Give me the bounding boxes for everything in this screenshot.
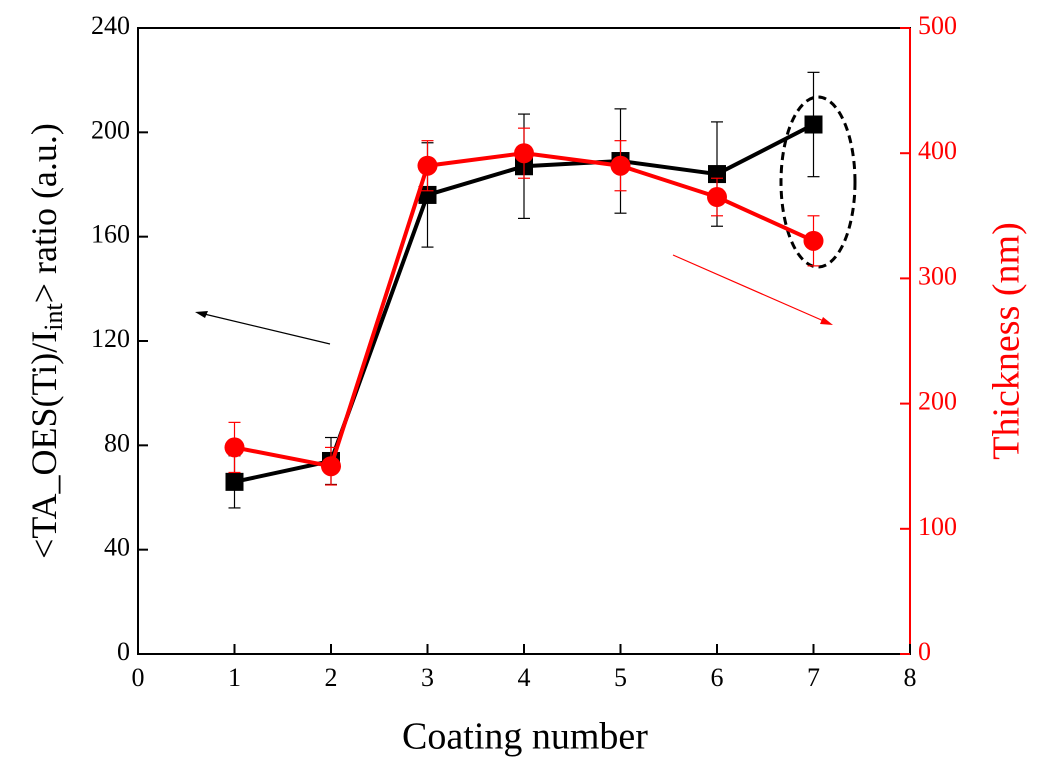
- y2-axis-label: Thickness (nm): [986, 222, 1028, 459]
- x-tick-label: 7: [807, 663, 820, 692]
- y-axis-label: <TA_OES(Ti)/Iint> ratio (a.u.): [24, 123, 68, 559]
- x-axis-label: Coating number: [402, 716, 648, 758]
- marker: [804, 115, 823, 134]
- x-tick-label: 4: [518, 663, 531, 692]
- highlight-ellipse: [779, 95, 857, 269]
- y2-tick-label: 0: [918, 637, 931, 666]
- arrow-head: [195, 311, 208, 318]
- y2-tick-label: 300: [918, 261, 957, 290]
- y-tick-label: 40: [104, 533, 130, 562]
- y2-tick-label: 200: [918, 387, 957, 416]
- marker: [610, 155, 631, 176]
- marker: [803, 230, 824, 251]
- y-tick-label: 160: [91, 220, 130, 249]
- y-tick-label: 120: [91, 324, 130, 353]
- arrow: [672, 254, 827, 323]
- marker: [225, 472, 244, 491]
- marker: [417, 155, 438, 176]
- y-tick-label: 0: [117, 637, 130, 666]
- y-label-part: > ratio (a.u.): [24, 123, 64, 303]
- marker: [321, 456, 341, 477]
- x-tick-label: 5: [614, 663, 627, 692]
- y-label-part: <TA_OES(Ti)/I: [24, 331, 64, 559]
- arrow: [199, 312, 331, 345]
- y-label-sub: int: [39, 303, 68, 331]
- y-tick-label: 80: [104, 428, 130, 457]
- marker: [707, 187, 727, 208]
- y2-tick-label: 400: [918, 136, 957, 165]
- marker: [514, 143, 534, 164]
- y2-tick-label: 500: [918, 11, 957, 40]
- x-tick-label: 1: [228, 663, 241, 692]
- marker: [224, 437, 245, 458]
- x-tick-label: 6: [711, 663, 724, 692]
- y-tick-label: 240: [91, 11, 130, 40]
- arrow-head: [820, 317, 833, 325]
- x-tick-label: 8: [904, 663, 917, 692]
- y2-tick-label: 100: [918, 512, 957, 541]
- x-tick-label: 3: [421, 663, 434, 692]
- y-tick-label: 200: [91, 115, 130, 144]
- x-tick-label: 2: [325, 663, 338, 692]
- x-tick-label: 0: [132, 663, 145, 692]
